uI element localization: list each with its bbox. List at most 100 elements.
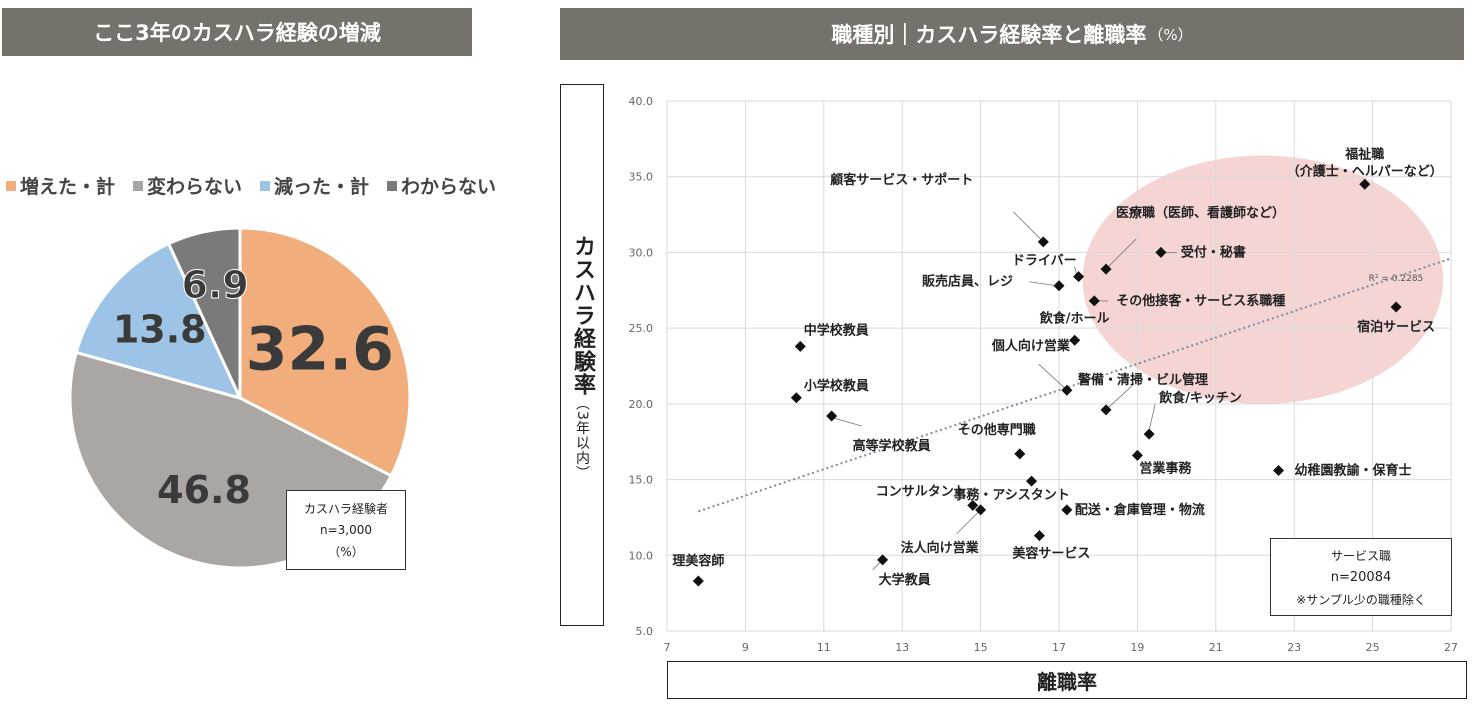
svc-line-2: n=20084	[1330, 569, 1392, 585]
scatter-point	[1088, 295, 1100, 307]
legend-swatch	[6, 180, 16, 191]
pie-slice	[74, 241, 243, 401]
x-axis-label: 離職率	[1037, 669, 1097, 694]
legend-item: 増えた・計	[6, 172, 115, 199]
legend-swatch	[260, 180, 271, 191]
x-axis-label-box: 離職率	[667, 661, 1467, 699]
leader-line	[1107, 383, 1135, 409]
pie-slice	[238, 226, 412, 478]
y-tick-label: 5.0	[636, 625, 654, 638]
scatter-title-text: 職種別｜カスハラ経験率と離職率	[831, 23, 1147, 47]
legend-item: 変わらない	[133, 172, 242, 199]
pie-sample-note: カスハラ経験者 n=3,000 （%）	[286, 490, 406, 570]
x-tick-label: 17	[1052, 641, 1066, 654]
leader-line	[1074, 266, 1077, 275]
pie-data-label: 32.6	[246, 314, 394, 384]
legend-label: わからない	[401, 176, 497, 198]
point-label: 事務・アシスタント	[953, 487, 1069, 503]
y-axis-label: カスハラ経験率（3年以内）	[566, 235, 598, 625]
leader-line	[1038, 363, 1066, 389]
point-label: 受付・秘書	[1181, 244, 1246, 260]
leader-line	[833, 417, 862, 427]
scatter-chart-title: 職種別｜カスハラ経験率と離職率 （%）	[560, 8, 1464, 60]
x-tick-label: 23	[1287, 641, 1301, 654]
x-tick-label: 7	[664, 641, 671, 654]
x-tick-label: 13	[895, 641, 909, 654]
point-label: 配送・倉庫管理・物流	[1075, 502, 1205, 518]
point-label: 幼稚園教諭・保育士	[1295, 462, 1412, 478]
legend-item: わからない	[387, 172, 496, 199]
y-tick-label: 10.0	[629, 549, 654, 562]
point-label: 高等学校教員	[853, 438, 931, 454]
y-tick-label: 20.0	[629, 398, 654, 411]
scatter-point	[1073, 271, 1085, 283]
scatter-point	[1100, 263, 1112, 275]
point-label: 顧客サービス・サポート	[830, 172, 973, 188]
y-axis-label-sub: （3年以内）	[574, 396, 590, 481]
point-label: 美容サービス	[1012, 546, 1090, 562]
x-tick-label: 15	[974, 641, 988, 654]
legend-item: 減った・計	[260, 172, 369, 199]
scatter-point	[1390, 301, 1402, 313]
point-label: その他接客・サービス系職種	[1116, 293, 1285, 309]
service-sample-note: サービス職 n=20084 ※サンプル少の職種除く	[1270, 538, 1452, 616]
svc-line-3: ※サンプル少の職種除く	[1296, 592, 1426, 607]
legend-label: 減った・計	[274, 176, 370, 198]
legend-swatch	[387, 180, 398, 191]
scatter-point	[1131, 449, 1143, 461]
scatter-point	[967, 499, 979, 511]
x-tick-label: 27	[1444, 641, 1458, 654]
scatter-point	[1033, 530, 1045, 542]
x-tick-label: 11	[817, 641, 831, 654]
trendline	[698, 257, 1452, 513]
y-tick-label: 35.0	[629, 171, 654, 184]
scatter-point	[877, 554, 889, 566]
scatter-point	[826, 410, 838, 422]
legend-label: 増えた・計	[20, 176, 116, 198]
scatter-point	[1155, 246, 1167, 258]
pie-chart: 32.6 46.8 13.86.9	[68, 226, 412, 570]
scatter-title-unit: （%）	[1148, 25, 1193, 44]
scatter-point	[692, 575, 704, 587]
note-line-3: （%）	[328, 545, 364, 559]
point-label: ドライバー	[1012, 254, 1077, 269]
x-tick-label: 19	[1130, 641, 1144, 654]
y-axis-label-box: カスハラ経験率（3年以内）	[560, 84, 604, 626]
pie-legend: 増えた・計 変わらない 減った・計 わからない	[6, 172, 496, 199]
y-axis-label-main: カスハラ経験率	[570, 235, 595, 396]
point-label: その他専門職	[958, 422, 1036, 438]
leader-line	[1107, 238, 1137, 268]
x-tick-label: 9	[742, 641, 749, 654]
point-label: 小学校教員	[804, 378, 869, 394]
pie-data-label: 46.8	[157, 468, 251, 512]
point-label: 大学教員	[879, 572, 931, 588]
point-label: 飲食/キッチン	[1158, 390, 1242, 406]
scatter-point	[1014, 448, 1026, 460]
point-label: 理美容師	[672, 553, 724, 569]
scatter-point	[1069, 334, 1081, 346]
point-label: 営業事務	[1139, 460, 1192, 476]
point-label: 販売店員、レジ	[922, 274, 1013, 290]
point-label: 福祉職	[1344, 146, 1384, 162]
scatter-point	[794, 340, 806, 352]
scatter-point	[1037, 236, 1049, 248]
leader-line	[1013, 211, 1042, 241]
scatter-point	[975, 504, 987, 516]
x-tick-label: 25	[1366, 641, 1380, 654]
scatter-point	[1061, 504, 1073, 516]
point-label-line2: （介護士・ヘルパーなど）	[1287, 163, 1443, 179]
point-label: 警備・清掃・ビル管理	[1078, 372, 1208, 388]
r2-label: R² = 0.2285	[1369, 274, 1424, 284]
scatter-point	[1143, 428, 1155, 440]
note-line-1: カスハラ経験者	[303, 502, 388, 516]
leader-line	[1148, 404, 1156, 431]
y-tick-label: 25.0	[629, 322, 654, 335]
scatter-chart: 7 9 11 13 15 17 19 21 23 25 27 5.0 10.0 15.0 20.0 25.0 3…	[629, 95, 1459, 654]
point-label: 宿泊サービス	[1357, 319, 1435, 335]
scatter-point	[1026, 475, 1038, 487]
leader-line	[872, 561, 881, 571]
legend-label: 変わらない	[147, 176, 243, 198]
scatter-point	[790, 392, 802, 404]
x-tick-label: 21	[1209, 641, 1223, 654]
pie-data-label: 13.8	[113, 308, 207, 352]
